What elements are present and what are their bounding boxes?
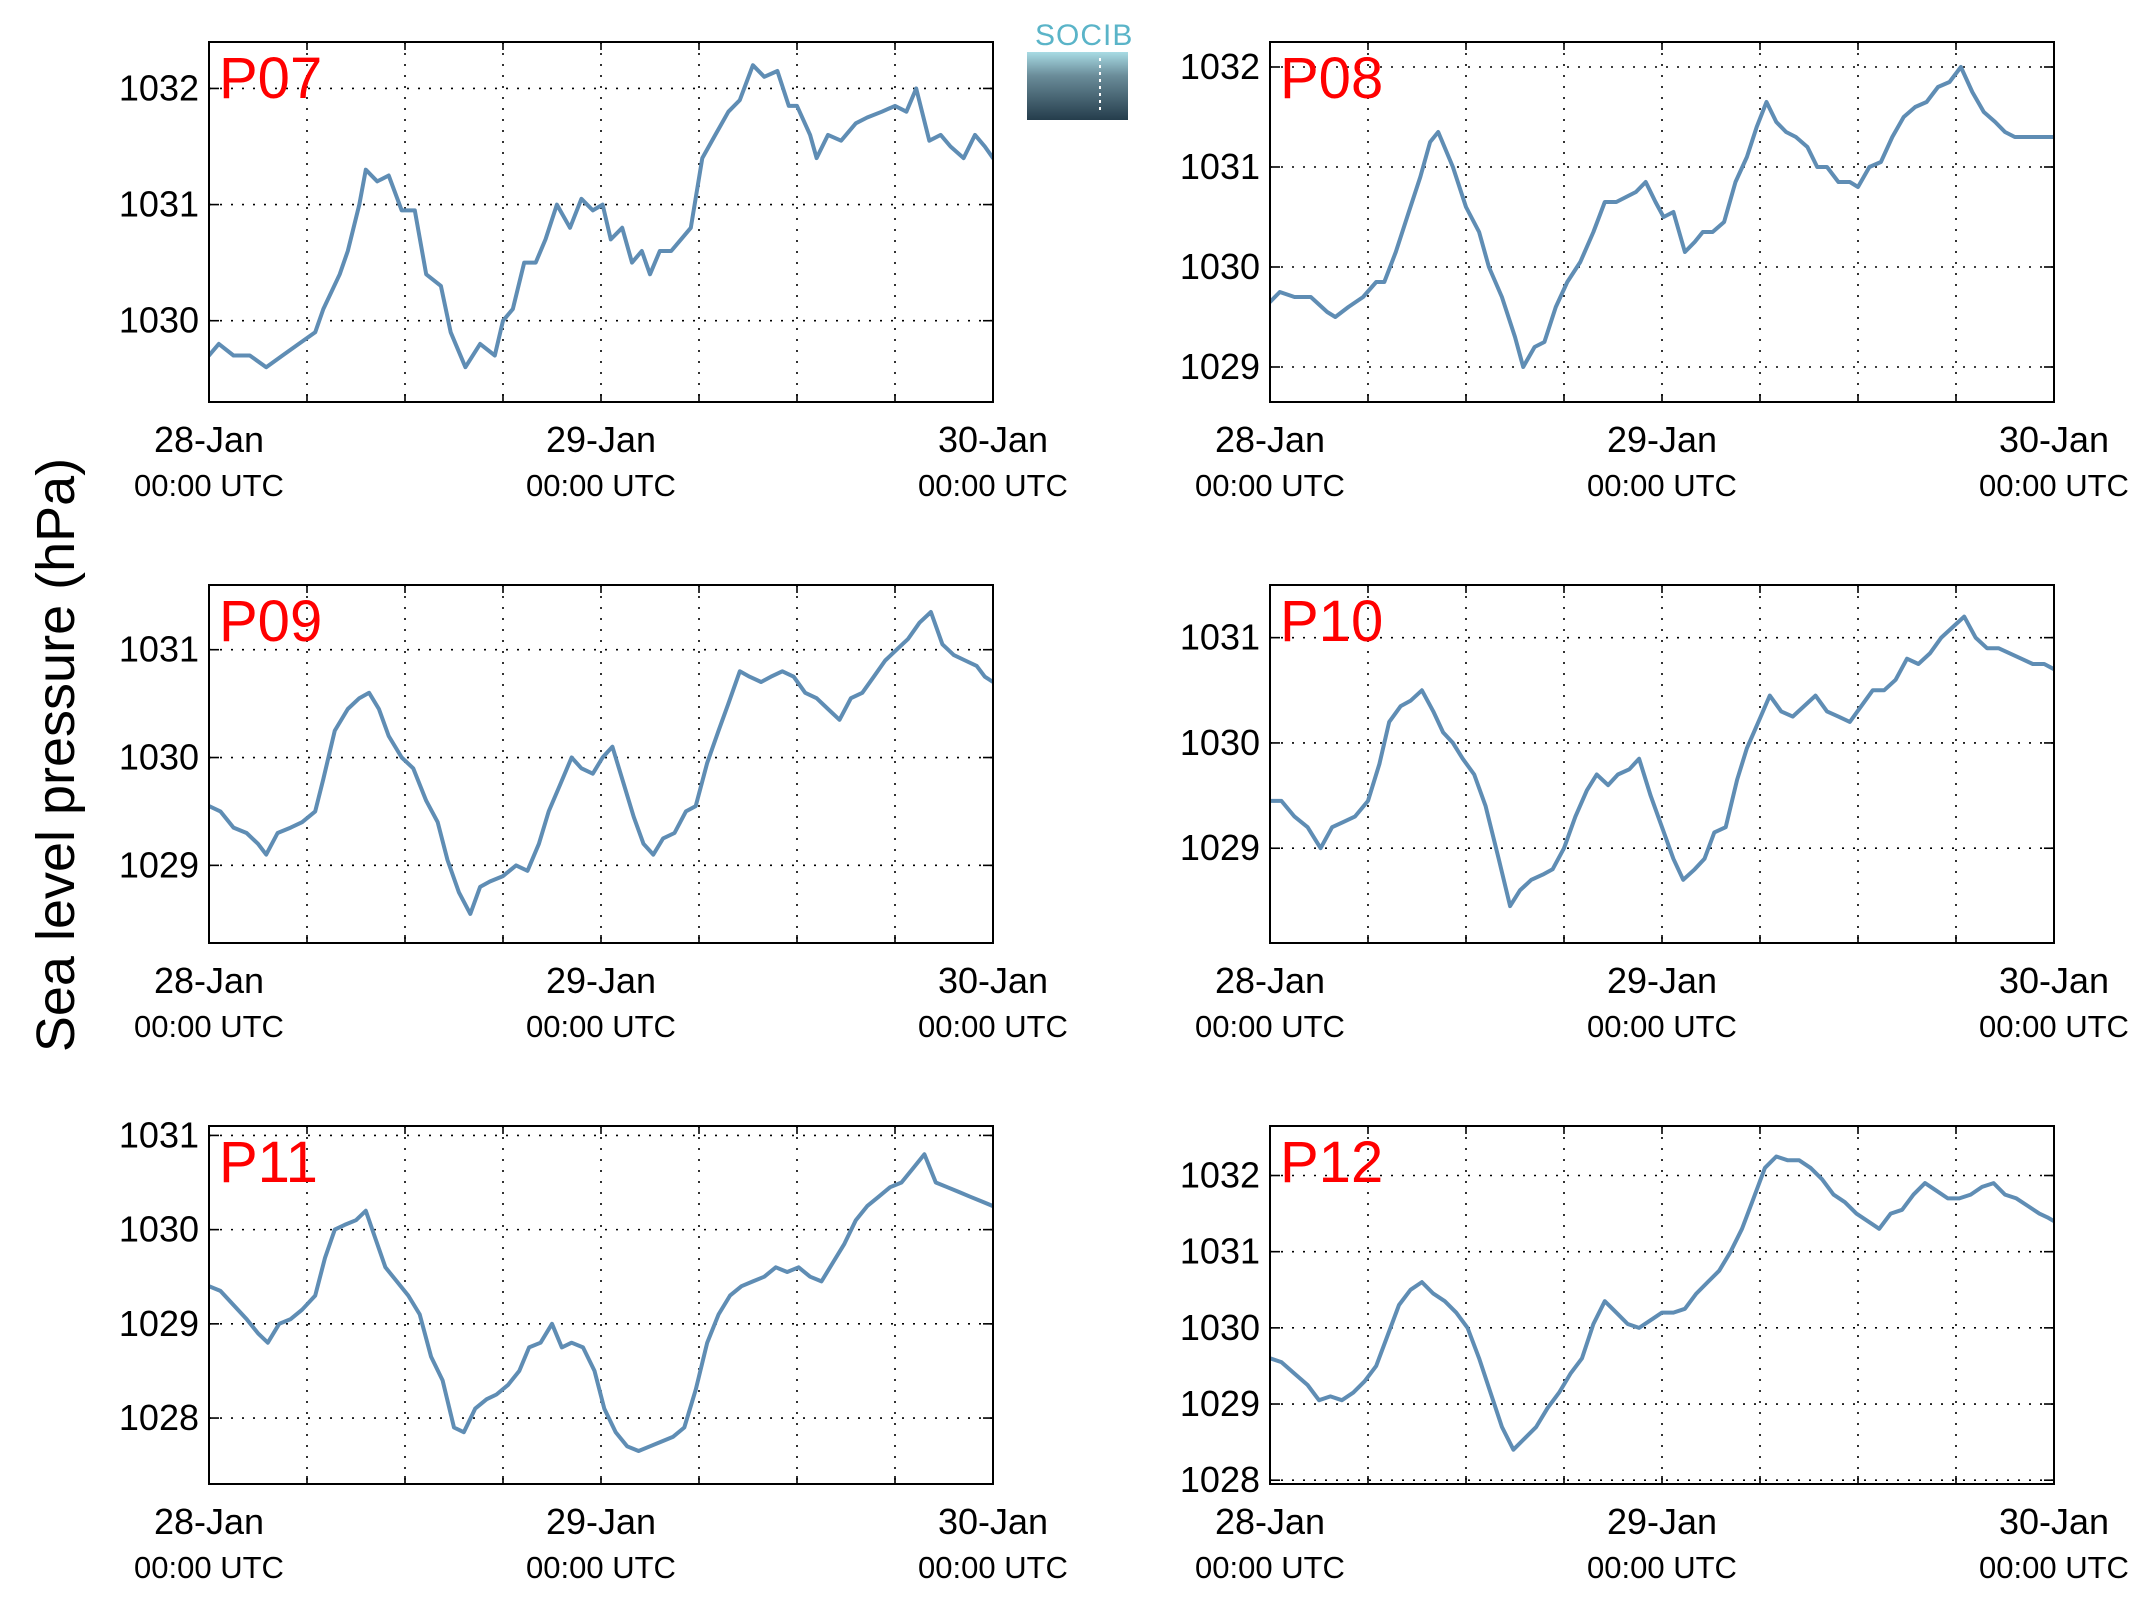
series-line: [1270, 65, 2054, 369]
x-tick-label: 28-Jan: [154, 419, 264, 460]
y-tick-label: 1028: [1180, 1459, 1260, 1500]
plot-frame: [208, 584, 994, 944]
y-tick-label: 1032: [1180, 1155, 1260, 1196]
x-tick-sublabel: 00:00 UTC: [134, 1009, 284, 1044]
y-tick-label: 1030: [119, 737, 199, 778]
x-tick-label: 30-Jan: [1999, 419, 2109, 460]
x-tick-sublabel: 00:00 UTC: [1587, 468, 1737, 503]
y-tick-label: 1029: [1180, 827, 1260, 868]
series-line: [209, 610, 993, 916]
x-tick-sublabel: 00:00 UTC: [1979, 1550, 2129, 1585]
socib-logo: SOCIB: [1027, 19, 1133, 120]
x-tick-sublabel: 00:00 UTC: [134, 468, 284, 503]
y-axis-label: Sea level pressure (hPa): [26, 458, 86, 1052]
x-tick-sublabel: 00:00 UTC: [1587, 1009, 1737, 1044]
x-tick-label: 28-Jan: [1215, 960, 1325, 1001]
y-tick-label: 1032: [1180, 46, 1260, 87]
x-tick-label: 30-Jan: [1999, 960, 2109, 1001]
x-tick-label: 30-Jan: [938, 960, 1048, 1001]
panel-title: P07: [219, 46, 322, 111]
x-tick-sublabel: 00:00 UTC: [918, 1009, 1068, 1044]
x-tick-sublabel: 00:00 UTC: [1979, 1009, 2129, 1044]
x-tick-sublabel: 00:00 UTC: [1979, 468, 2129, 503]
x-tick-sublabel: 00:00 UTC: [918, 468, 1068, 503]
x-tick-label: 28-Jan: [154, 960, 264, 1001]
y-tick-label: 1030: [1180, 722, 1260, 763]
chart-panel-p09: 1029 1030 1031 28-Jan 00:00 UTC 29-Jan 00:00 U…: [119, 584, 1068, 1044]
x-tick-sublabel: 00:00 UTC: [1587, 1550, 1737, 1585]
panel-title: P09: [219, 589, 322, 654]
series-line: [1270, 614, 2054, 909]
x-tick-sublabel: 00:00 UTC: [134, 1550, 284, 1585]
y-tick-label: 1032: [119, 67, 199, 108]
x-tick-sublabel: 00:00 UTC: [918, 1550, 1068, 1585]
x-tick-sublabel: 00:00 UTC: [1195, 1550, 1345, 1585]
y-tick-label: 1030: [1180, 1307, 1260, 1348]
x-tick-label: 30-Jan: [938, 419, 1048, 460]
plot-frame: [208, 1125, 994, 1485]
chart-panel-p11: 1028 1029 1030 1031 28-Jan 00:00 UTC 29-Jan 00:…: [119, 1114, 1068, 1585]
chart-panel-p10: 1029 1030 1031 28-Jan 00:00 UTC 29-Jan 00:00 U…: [1180, 584, 2129, 1044]
y-tick-label: 1031: [119, 184, 199, 225]
x-tick-label: 28-Jan: [1215, 1501, 1325, 1542]
y-tick-label: 1031: [1180, 1231, 1260, 1272]
y-tick-label: 1030: [1180, 246, 1260, 287]
y-tick-label: 1031: [119, 629, 199, 670]
y-tick-label: 1030: [119, 300, 199, 341]
x-tick-sublabel: 00:00 UTC: [526, 1009, 676, 1044]
x-tick-sublabel: 00:00 UTC: [1195, 468, 1345, 503]
x-tick-label: 29-Jan: [546, 960, 656, 1001]
x-tick-label: 29-Jan: [546, 1501, 656, 1542]
panel-title: P08: [1280, 46, 1383, 111]
chart-panel-p07: 1030 1031 1032 28-Jan 00:00 UTC 29-Jan 00:00 U…: [119, 41, 1068, 503]
plot-frame: [1269, 1125, 2055, 1485]
logo-text: SOCIB: [1035, 19, 1133, 52]
plot-frame: [1269, 41, 2055, 403]
x-tick-sublabel: 00:00 UTC: [526, 1550, 676, 1585]
x-tick-sublabel: 00:00 UTC: [526, 468, 676, 503]
y-tick-label: 1029: [1180, 1383, 1260, 1424]
plot-frame: [208, 41, 994, 403]
x-tick-label: 28-Jan: [154, 1501, 264, 1542]
series-line: [209, 1152, 993, 1453]
chart-panels: 1030 1031 1032 28-Jan 00:00 UTC 29-Jan 00:00 U…: [119, 41, 2129, 1585]
chart-panel-p08: 1029 1030 1031 1032 28-Jan 00:00 UTC 29-Jan 00:…: [1180, 41, 2129, 503]
chart-panel-p12: 1028 1029 1030 1031 1032 28-Jan 00:00 UTC 29-Ja…: [1180, 1125, 2129, 1585]
x-tick-label: 30-Jan: [938, 1501, 1048, 1542]
x-tick-label: 28-Jan: [1215, 419, 1325, 460]
y-tick-label: 1031: [1180, 617, 1260, 658]
series-line: [1270, 1154, 2054, 1452]
x-tick-label: 29-Jan: [1607, 419, 1717, 460]
plot-frame: [1269, 584, 2055, 944]
panel-title: P11: [219, 1130, 318, 1195]
y-tick-label: 1031: [1180, 146, 1260, 187]
panel-title: P12: [1280, 1130, 1383, 1195]
x-tick-label: 29-Jan: [1607, 960, 1717, 1001]
x-tick-label: 29-Jan: [546, 419, 656, 460]
y-tick-label: 1028: [119, 1397, 199, 1438]
x-tick-sublabel: 00:00 UTC: [1195, 1009, 1345, 1044]
panel-title: P10: [1280, 589, 1383, 654]
y-tick-label: 1029: [119, 844, 199, 885]
logo-block: [1027, 52, 1128, 120]
y-tick-label: 1029: [1180, 346, 1260, 387]
x-tick-label: 30-Jan: [1999, 1501, 2109, 1542]
x-tick-label: 29-Jan: [1607, 1501, 1717, 1542]
y-tick-label: 1031: [119, 1114, 199, 1155]
y-tick-label: 1030: [119, 1209, 199, 1250]
y-tick-label: 1029: [119, 1303, 199, 1344]
series-line: [209, 63, 993, 370]
